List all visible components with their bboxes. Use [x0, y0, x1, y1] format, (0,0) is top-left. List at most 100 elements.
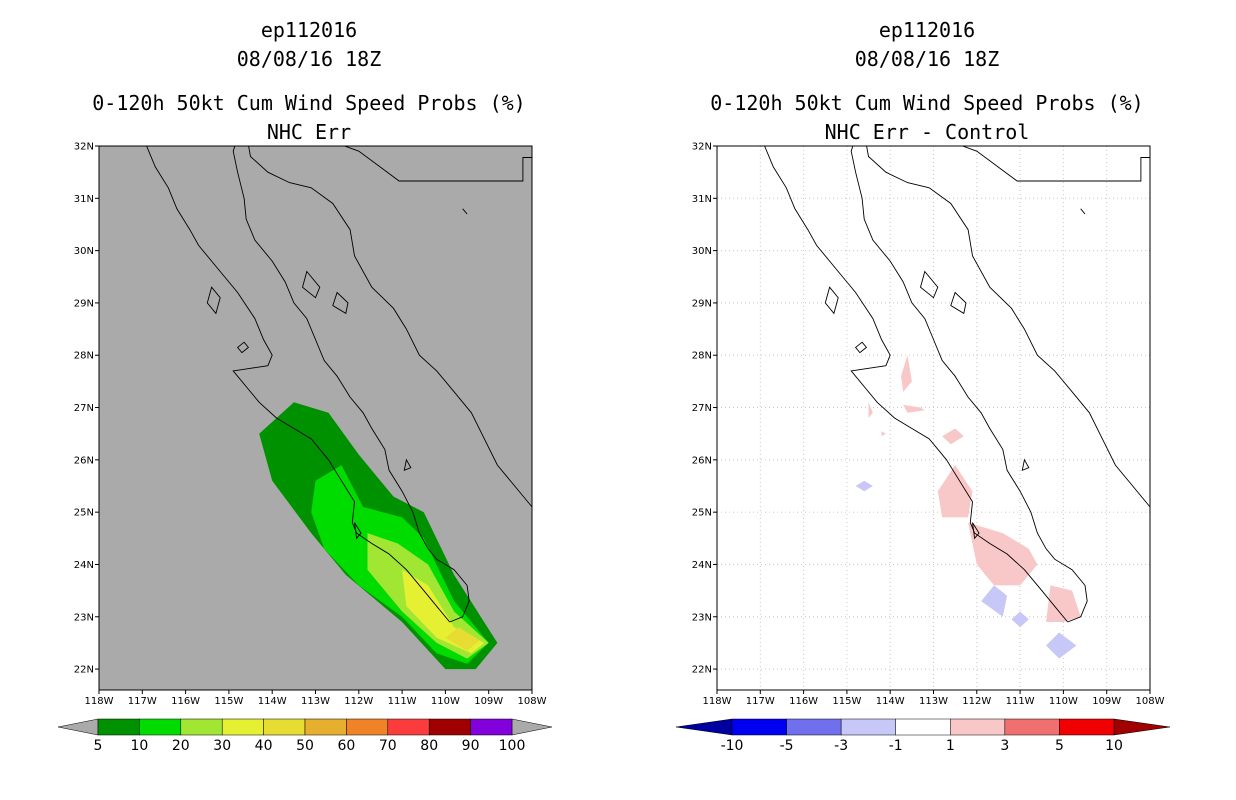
right-x-tick-label: 116W [789, 696, 818, 707]
right-chart-title: 0-120h 50kt Cum Wind Speed Probs (%) [710, 91, 1144, 115]
right-colorbar-over [1113, 718, 1171, 736]
left-y-tick-label: 26N [74, 455, 94, 466]
left-datetime: 08/08/16 18Z [236, 47, 382, 71]
left-y-tick-label: 27N [74, 403, 94, 414]
right-x-tick-label: 111W [1006, 696, 1035, 707]
left-colorbar-box [139, 718, 182, 736]
right-x-tick-label: 114W [876, 696, 905, 707]
right-x-tick-label: 110W [1049, 696, 1078, 707]
right-colorbar-label: -10 [721, 738, 744, 754]
right-island [1021, 458, 1030, 472]
right-contour-1 [968, 522, 1038, 586]
left-colorbar-under [57, 718, 99, 736]
right-y-tick-label: 23N [692, 612, 712, 623]
right-contour-neg1 [981, 585, 1008, 617]
left-y-tick-label: 31N [74, 194, 94, 205]
left-colorbar-box [263, 718, 306, 736]
left-colorbar-label: 80 [420, 738, 438, 754]
left-x-tick-label: 115W [214, 696, 243, 707]
right-contour-1 [1046, 585, 1081, 622]
left-contour-40 [445, 627, 480, 651]
right-island [950, 291, 967, 315]
left-x-tick-label: 109W [474, 696, 503, 707]
right-contour-1 [868, 402, 873, 418]
left-y-tick-label: 30N [74, 246, 94, 257]
right-colorbar-label: 5 [1055, 738, 1064, 754]
left-storm-id: ep112016 [260, 18, 358, 42]
left-y-tick-label: 22N [74, 665, 94, 676]
left-island [403, 458, 412, 472]
right-x-tick-label: 115W [832, 696, 861, 707]
right-y-tick-label: 26N [692, 455, 712, 466]
left-y-tick-label: 23N [74, 612, 94, 623]
right-contour-1 [937, 465, 973, 518]
right-datetime: 08/08/16 18Z [854, 47, 1000, 71]
left-island [301, 270, 321, 299]
left-coast-baja-east [232, 146, 470, 623]
left-y-tick-label: 25N [74, 508, 94, 519]
right-x-tick-label: 108W [1136, 696, 1165, 707]
right-contour-neg1 [1011, 611, 1029, 628]
right-y-tick-label: 32N [692, 142, 712, 153]
left-chart-title: 0-120h 50kt Cum Wind Speed Probs (%) [92, 91, 526, 115]
right-coast-mainland [866, 146, 1150, 508]
right-island [919, 270, 939, 299]
left-x-tick-label: 111W [388, 696, 417, 707]
right-colorbar-box [731, 718, 787, 736]
left-colorbar-box [346, 718, 389, 736]
left-x-tick-label: 118W [85, 696, 114, 707]
right-x-tick-label: 117W [746, 696, 775, 707]
right-coast-baja-west [764, 146, 1069, 623]
right-y-tick-label: 27N [692, 403, 712, 414]
right-x-tick-label: 109W [1092, 696, 1121, 707]
right-border-us-mexico [961, 146, 1150, 182]
left-coast-mainland [248, 146, 532, 508]
right-colorbar: -10 -5 -3 -1 1 3 5 10 [675, 718, 1171, 754]
left-colorbar-box [180, 718, 223, 736]
left-map-plot-area [146, 146, 532, 670]
right-contour-1 [903, 404, 925, 413]
left-colorbar-label: 10 [130, 738, 148, 754]
right-colorbar-box [1004, 718, 1060, 736]
right-y-tick-label: 24N [692, 560, 712, 571]
left-island [354, 522, 362, 540]
left-colorbar-label: 20 [172, 738, 190, 754]
right-island [1080, 208, 1086, 215]
left-x-tick-label: 110W [431, 696, 460, 707]
left-colorbar-label: 5 [94, 738, 103, 754]
right-island [972, 522, 980, 540]
left-y-tick-label: 24N [74, 560, 94, 571]
right-coast-baja-east [850, 146, 1088, 623]
left-colorbar-box [304, 718, 347, 736]
left-colorbar-label: 50 [296, 738, 314, 754]
right-colorbar-label: 3 [1000, 738, 1009, 754]
left-x-tick-label: 112W [344, 696, 373, 707]
right-chart-subtitle: NHC Err - Control [824, 120, 1030, 144]
left-island [206, 286, 221, 315]
left-colorbar-label: 90 [462, 738, 480, 754]
left-colorbar-box [221, 718, 264, 736]
left-colorbar: 5 10 20 30 40 50 60 70 80 90 100 [57, 718, 553, 754]
right-y-tick-label: 25N [692, 508, 712, 519]
left-island [462, 208, 468, 215]
left-colorbar-label: 70 [379, 738, 397, 754]
left-x-tick-label: 108W [518, 696, 547, 707]
right-colorbar-box [1059, 718, 1115, 736]
right-y-tick-label: 31N [692, 194, 712, 205]
left-island [236, 341, 250, 354]
left-colorbar-label: 40 [255, 738, 273, 754]
right-contour-1 [881, 431, 886, 437]
left-x-tick-label: 117W [128, 696, 157, 707]
left-x-tick-label: 113W [301, 696, 330, 707]
left-y-tick-label: 28N [74, 351, 94, 362]
right-colorbar-label: -5 [780, 738, 794, 754]
right-x-tick-label: 112W [962, 696, 991, 707]
right-y-tick-label: 29N [692, 298, 712, 309]
left-x-tick-label: 116W [171, 696, 200, 707]
right-island [824, 286, 839, 315]
right-colorbar-label: -1 [889, 738, 903, 754]
right-contour-1 [901, 355, 912, 392]
right-y-tick-label: 22N [692, 665, 712, 676]
right-colorbar-label: 1 [946, 738, 955, 754]
